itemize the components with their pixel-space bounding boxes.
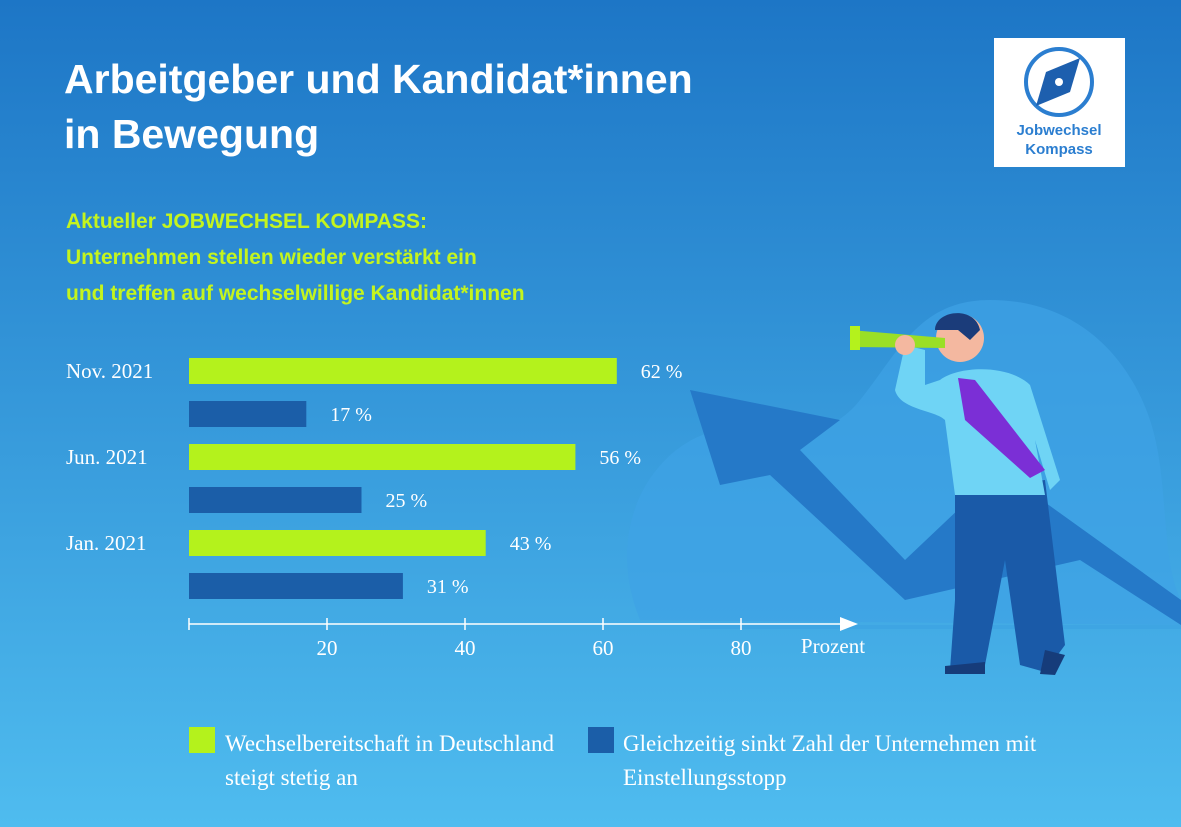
y-tick-label: Jun. 2021 — [66, 445, 148, 469]
bar — [189, 358, 617, 384]
bar — [189, 401, 307, 427]
bar — [189, 573, 403, 599]
subtitle: Aktueller JOBWECHSEL KOMPASS: — [66, 210, 427, 233]
logo: Jobwechsel Kompass — [994, 38, 1125, 167]
y-tick-label: Nov. 2021 — [66, 359, 153, 383]
x-axis-label: Prozent — [801, 634, 865, 658]
logo-text: Kompass — [1025, 141, 1093, 158]
value-label: 31 % — [427, 576, 469, 598]
illustration — [627, 300, 1181, 675]
chart-title: Arbeitgeber und Kandidat*innen in Bewegu… — [64, 56, 693, 157]
value-label: 56 % — [599, 447, 641, 469]
subtitle: Unternehmen stellen wieder verstärkt ein — [66, 246, 477, 269]
legend-label: Wechselbereitschaft in Deutschland steig… — [225, 731, 554, 790]
plot: Aktueller JOBWECHSEL KOMPASS: Unternehmen… — [66, 210, 865, 753]
axis-arrow — [840, 617, 858, 631]
value-label: 43 % — [510, 533, 552, 555]
x-tick-label: 20 — [317, 636, 338, 660]
legend-swatch — [189, 727, 215, 753]
x-tick-label: 60 — [593, 636, 614, 660]
legend-label: Gleichzeitig sinkt Zahl der Unternehmen … — [623, 731, 1037, 790]
legend-swatch — [588, 727, 614, 753]
x-tick-label: 40 — [455, 636, 476, 660]
x-tick-label: 80 — [731, 636, 752, 660]
bar — [189, 530, 486, 556]
y-tick-label: Jan. 2021 — [66, 531, 147, 555]
bar — [189, 487, 362, 513]
value-label: 17 % — [330, 404, 372, 426]
subtitle: und treffen auf wechselwillige Kandidat*… — [66, 282, 525, 305]
value-label: 25 % — [386, 490, 428, 512]
value-label: 62 % — [641, 361, 683, 383]
logo-text: Jobwechsel — [1016, 122, 1101, 139]
bar — [189, 444, 576, 470]
